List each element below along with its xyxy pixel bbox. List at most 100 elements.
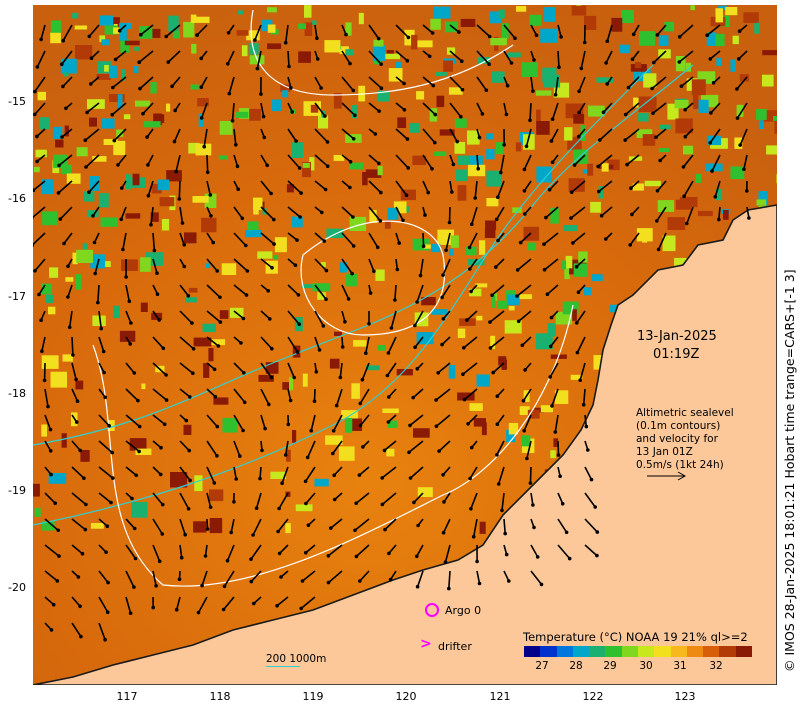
velocity-arrow-head — [200, 583, 204, 588]
velocity-arrow — [557, 544, 571, 560]
velocity-arrow — [233, 440, 241, 457]
velocity-arrow — [422, 232, 425, 247]
velocity-arrow-head — [413, 345, 417, 350]
velocity-arrow-head — [461, 372, 465, 377]
temperature-patch — [514, 294, 532, 300]
velocity-arrow-head — [74, 420, 79, 424]
temperature-patch — [504, 320, 522, 334]
velocity-arrow — [653, 50, 667, 64]
velocity-arrow-head — [550, 117, 555, 121]
velocity-arrow — [368, 180, 382, 194]
velocity-arrow-head — [440, 342, 444, 347]
velocity-arrow — [523, 414, 532, 432]
velocity-arrow — [381, 466, 397, 479]
temperature-patch — [89, 176, 100, 191]
velocity-arrow — [503, 50, 513, 64]
temperature-patch — [535, 90, 552, 96]
temperature-patch — [457, 328, 466, 338]
velocity-arrow — [359, 388, 370, 404]
velocity-arrow-head — [78, 448, 82, 453]
temperature-patch — [544, 7, 555, 22]
velocity-arrow-head — [654, 135, 658, 140]
temperature-patch — [253, 205, 259, 215]
velocity-arrow-head — [462, 397, 467, 402]
temperature-patch — [643, 73, 657, 88]
velocity-arrow-head — [421, 244, 426, 248]
velocity-arrow-head — [576, 134, 581, 139]
temperature-patch — [325, 435, 343, 445]
velocity-arrow-head — [332, 497, 337, 502]
temperature-patch — [193, 337, 212, 347]
velocity-arrow-head — [174, 169, 178, 174]
velocity-arrow — [206, 440, 218, 457]
temperature-patch — [636, 129, 653, 138]
temperature-patch — [506, 429, 516, 443]
velocity-arrow — [449, 50, 463, 62]
temperature-patch — [219, 310, 229, 319]
velocity-arrow — [462, 362, 478, 375]
temperature-patch — [117, 94, 123, 110]
temperature-patch — [183, 424, 192, 435]
temperature-patch — [109, 94, 125, 102]
velocity-arrow-head — [708, 141, 712, 145]
velocity-arrow — [445, 232, 451, 251]
velocity-arrow-head — [196, 610, 201, 615]
temperature-patch — [60, 164, 72, 175]
velocity-arrow — [476, 154, 479, 169]
velocity-arrow — [152, 388, 168, 401]
velocity-arrow — [578, 76, 586, 92]
temperature-patch — [166, 103, 171, 112]
velocity-arrow — [125, 388, 139, 402]
velocity-arrow-head — [531, 89, 535, 93]
velocity-arrow-head — [188, 395, 192, 399]
velocity-arrow-head — [157, 559, 162, 564]
argo-float-icon — [425, 603, 439, 617]
velocity-arrow-head — [293, 263, 298, 268]
velocity-arrow — [449, 76, 464, 91]
temperature-patch — [209, 489, 224, 502]
velocity-arrow-head — [74, 377, 78, 382]
temperature-patch — [547, 323, 556, 337]
colorbar-swatch — [572, 646, 590, 657]
temperature-patch — [498, 9, 505, 19]
velocity-arrow — [333, 466, 343, 476]
temperature-patch — [139, 26, 153, 39]
velocity-arrow-head — [494, 217, 499, 222]
velocity-arrow-head — [230, 119, 235, 123]
temperature-patch — [571, 5, 587, 16]
temperature-patch — [561, 260, 567, 270]
velocity-arrow-head — [129, 321, 133, 325]
velocity-arrow-head — [187, 448, 191, 453]
velocity-arrow-head — [242, 371, 246, 375]
velocity-arrow-head — [215, 424, 220, 429]
temperature-patch — [473, 418, 486, 427]
velocity-arrow — [463, 336, 478, 349]
sst-map[interactable] — [33, 5, 777, 685]
velocity-arrow — [36, 128, 46, 137]
temperature-patch — [674, 99, 689, 109]
temperature-patch — [140, 302, 148, 312]
velocity-arrow-head — [229, 530, 233, 535]
velocity-arrow-head — [560, 501, 565, 506]
velocity-arrow-head — [137, 424, 142, 429]
velocity-arrow — [448, 570, 451, 589]
velocity-arrow-head — [182, 242, 186, 247]
velocity-arrow — [41, 336, 46, 352]
velocity-arrow — [287, 154, 301, 169]
temperature-patch — [448, 87, 463, 95]
temperature-patch — [754, 20, 760, 34]
velocity-arrow — [549, 362, 559, 378]
temperature-patch — [353, 340, 367, 347]
velocity-arrow-head — [314, 370, 319, 374]
temperature-patch — [715, 188, 723, 201]
temperature-patch — [573, 114, 585, 124]
temperature-patch — [536, 166, 552, 183]
temperature-patch — [601, 163, 609, 172]
temperature-patch — [345, 49, 355, 56]
velocity-arrow-head — [56, 528, 60, 533]
velocity-arrow — [546, 284, 559, 295]
velocity-arrow — [44, 440, 52, 452]
temperature-patch — [736, 104, 744, 117]
velocity-arrow — [152, 414, 166, 425]
velocity-arrow — [97, 284, 100, 303]
